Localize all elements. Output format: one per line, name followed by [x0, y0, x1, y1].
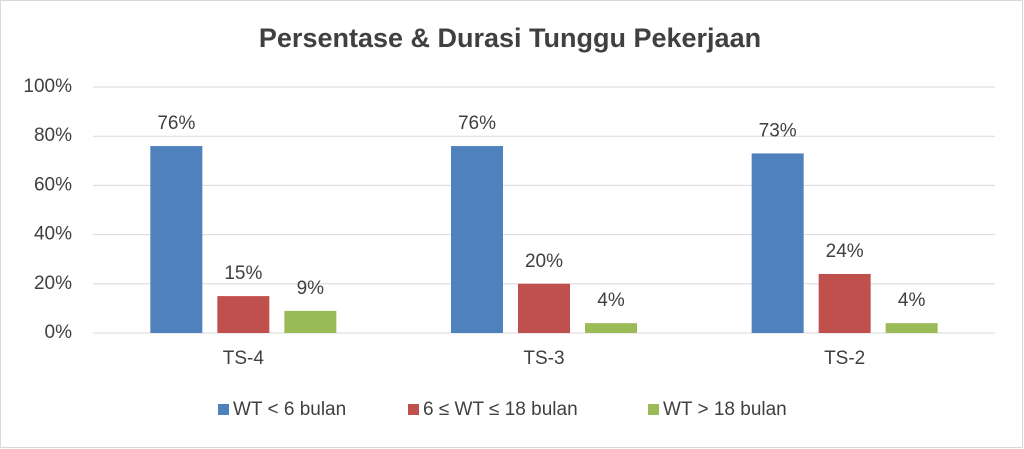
y-tick-label: 80% [34, 125, 72, 146]
legend-label: 6 ≤ WT ≤ 18 bulan [423, 399, 578, 420]
bar [150, 146, 203, 333]
data-label: 9% [297, 278, 325, 299]
data-label: 4% [898, 290, 926, 311]
legend-label: WT < 6 bulan [233, 399, 346, 420]
y-tick-label: 20% [34, 273, 72, 294]
bar [451, 146, 503, 333]
x-tick-label: TS-3 [523, 348, 564, 369]
data-label: 20% [525, 251, 563, 272]
y-tick-label: 100% [23, 76, 72, 97]
bar [217, 296, 270, 333]
data-label: 15% [224, 263, 262, 284]
bar [585, 323, 637, 333]
bar [818, 273, 871, 333]
y-tick-label: 60% [34, 174, 72, 195]
legend-swatch [408, 404, 419, 415]
data-label: 24% [826, 241, 864, 262]
data-label: 4% [597, 290, 625, 311]
x-tick-label: TS-2 [824, 348, 865, 369]
data-label: 73% [759, 120, 797, 141]
legend-swatch [218, 404, 229, 415]
legend-swatch [648, 404, 659, 415]
legend-label: WT > 18 bulan [663, 399, 787, 420]
y-tick-label: 0% [45, 322, 73, 343]
bar [518, 283, 570, 333]
x-tick-label: TS-4 [223, 348, 265, 369]
bar [284, 310, 337, 333]
data-label: 76% [157, 113, 195, 134]
y-tick-label: 40% [34, 224, 72, 245]
data-label: 76% [458, 113, 496, 134]
bar [885, 323, 938, 333]
chart-title: Persentase & Durasi Tunggu Pekerjaan [259, 23, 761, 53]
bar [751, 153, 804, 333]
